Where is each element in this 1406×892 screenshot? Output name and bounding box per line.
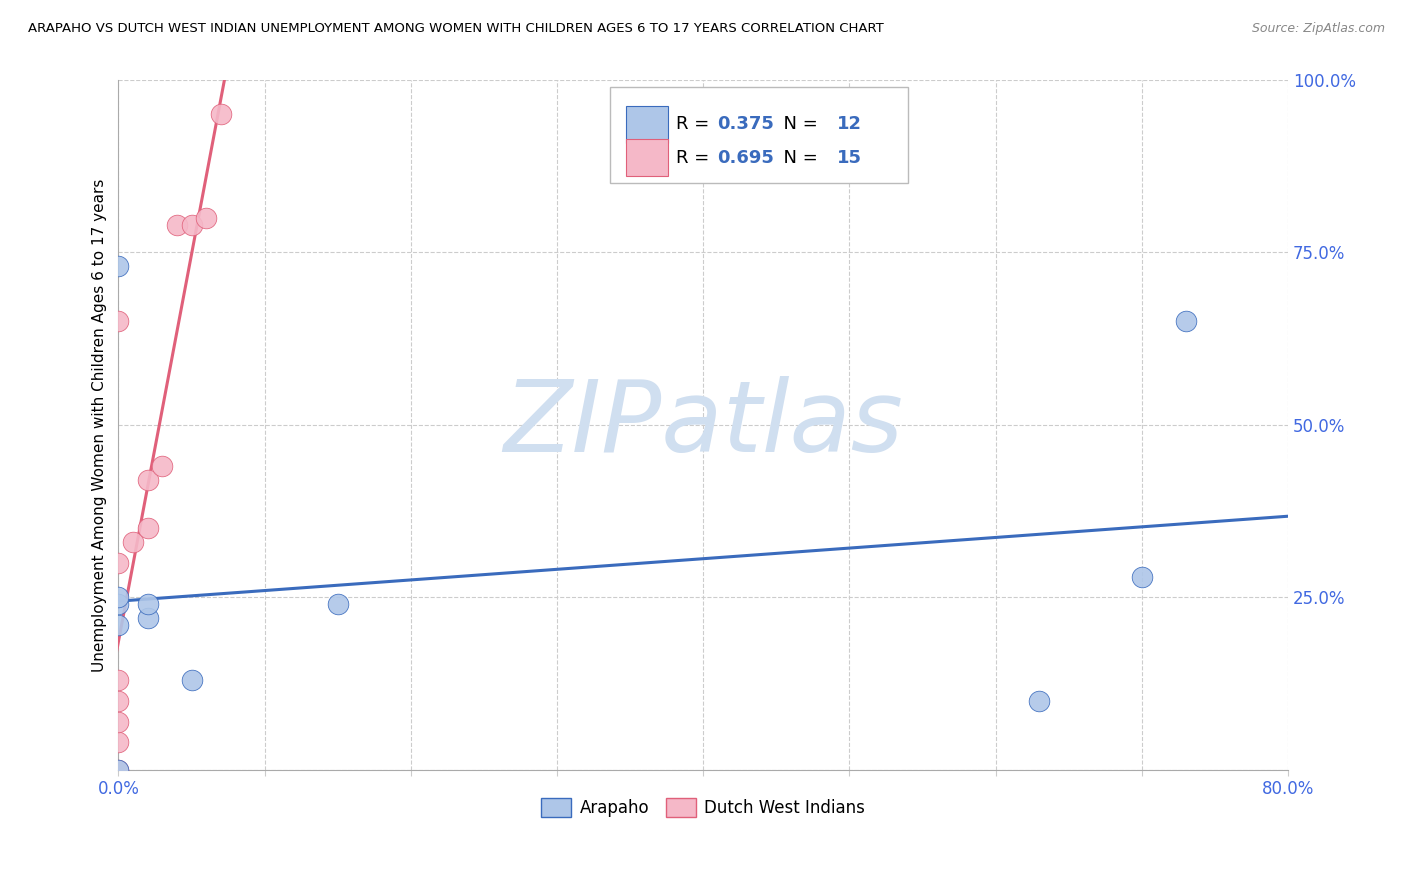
Point bbox=[107, 735, 129, 749]
Text: R =: R = bbox=[676, 149, 716, 167]
Text: ZIPatlas: ZIPatlas bbox=[503, 376, 903, 474]
Point bbox=[166, 218, 188, 232]
Text: 15: 15 bbox=[837, 149, 862, 167]
FancyBboxPatch shape bbox=[610, 87, 908, 184]
Legend: Arapaho, Dutch West Indians: Arapaho, Dutch West Indians bbox=[534, 791, 872, 824]
Point bbox=[107, 694, 129, 708]
Text: N =: N = bbox=[772, 149, 824, 167]
Point bbox=[136, 611, 159, 625]
FancyBboxPatch shape bbox=[626, 106, 668, 143]
Text: ARAPAHO VS DUTCH WEST INDIAN UNEMPLOYMENT AMONG WOMEN WITH CHILDREN AGES 6 TO 17: ARAPAHO VS DUTCH WEST INDIAN UNEMPLOYMEN… bbox=[28, 22, 884, 36]
Point bbox=[1028, 694, 1050, 708]
Point bbox=[326, 598, 349, 612]
Point bbox=[195, 211, 218, 225]
Text: 0.695: 0.695 bbox=[717, 149, 775, 167]
Y-axis label: Unemployment Among Women with Children Ages 6 to 17 years: Unemployment Among Women with Children A… bbox=[93, 178, 107, 672]
Text: 12: 12 bbox=[837, 115, 862, 134]
Point bbox=[180, 218, 202, 232]
Point bbox=[136, 521, 159, 535]
Point bbox=[107, 763, 129, 777]
Point bbox=[150, 459, 173, 474]
FancyBboxPatch shape bbox=[626, 139, 668, 177]
Point bbox=[180, 673, 202, 688]
Point bbox=[107, 618, 129, 632]
Text: 0.375: 0.375 bbox=[717, 115, 775, 134]
Point bbox=[1174, 314, 1197, 328]
Text: N =: N = bbox=[772, 115, 824, 134]
Point bbox=[1130, 570, 1153, 584]
Point bbox=[107, 556, 129, 570]
Text: Source: ZipAtlas.com: Source: ZipAtlas.com bbox=[1251, 22, 1385, 36]
Point bbox=[107, 598, 129, 612]
Point bbox=[107, 260, 129, 274]
Point bbox=[107, 314, 129, 328]
Point bbox=[107, 714, 129, 729]
Point bbox=[136, 598, 159, 612]
Point bbox=[122, 535, 145, 549]
Point bbox=[107, 763, 129, 777]
Text: R =: R = bbox=[676, 115, 716, 134]
Point bbox=[136, 473, 159, 487]
Point bbox=[107, 591, 129, 605]
Point bbox=[107, 673, 129, 688]
Point bbox=[209, 107, 232, 121]
